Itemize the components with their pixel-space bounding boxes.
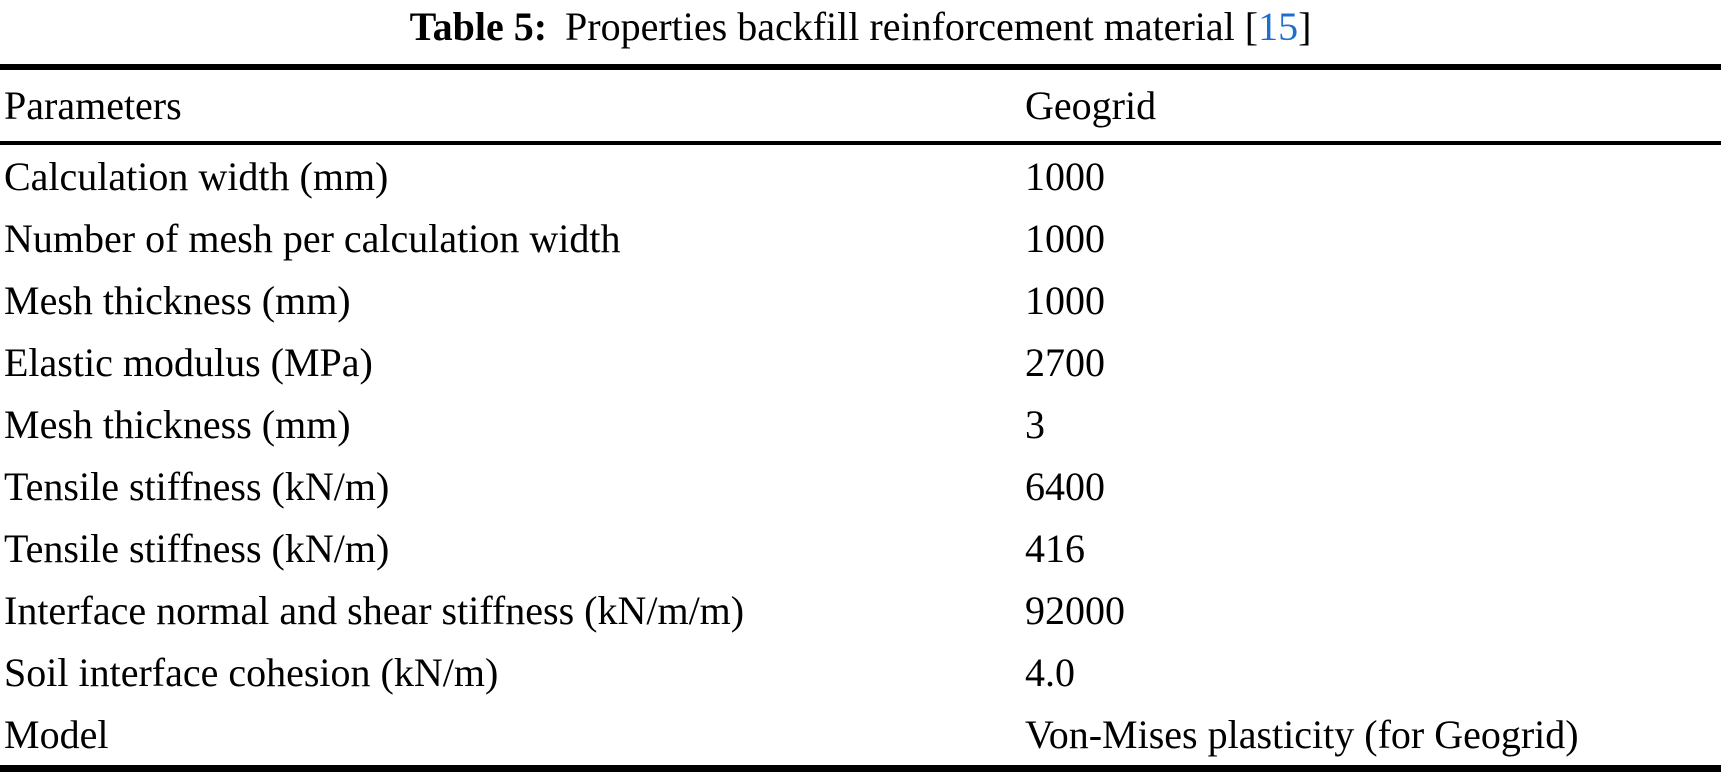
table-row: Soil interface cohesion (kN/m) 4.0 — [0, 641, 1721, 703]
parameter-cell: Calculation width (mm) — [4, 153, 389, 199]
table-row: Elastic modulus (MPa) 2700 — [0, 331, 1721, 393]
value-cell: 1000 — [1025, 277, 1105, 323]
table-body: Calculation width (mm) 1000 Number of mesh… — [0, 143, 1721, 769]
value-cell: 6400 — [1025, 463, 1105, 509]
parameter-cell: Elastic modulus (MPa) — [4, 339, 373, 385]
parameter-cell: Mesh thickness (mm) — [4, 277, 351, 323]
column-header-geogrid: Geogrid — [1025, 67, 1721, 145]
table-row: Model Von-Mises plasticity (for Geogrid) — [0, 703, 1721, 769]
parameter-cell: Number of mesh per calculation width — [4, 215, 621, 261]
table-row: Tensile stiffness (kN/m) 6400 — [0, 455, 1721, 517]
citation-bracket-open: [ — [1244, 4, 1259, 49]
parameter-cell: Tensile stiffness (kN/m) — [4, 525, 390, 571]
value-cell: 1000 — [1025, 215, 1105, 261]
table-header: Parameters Geogrid — [0, 67, 1721, 145]
parameter-cell: Interface normal and shear stiffness (kN… — [4, 587, 745, 633]
table-row: Interface normal and shear stiffness (kN… — [0, 579, 1721, 641]
citation-bracket-close: ] — [1298, 4, 1312, 49]
citation-link[interactable]: 15 — [1258, 4, 1299, 49]
value-cell: 3 — [1025, 401, 1045, 447]
table-row: Calculation width (mm) 1000 — [0, 143, 1721, 207]
header-row: Parameters Geogrid — [0, 67, 1721, 145]
parameter-cell: Soil interface cohesion (kN/m) — [4, 649, 499, 695]
table-caption: Table 5: Properties backfill reinforcemen… — [0, 0, 1721, 64]
citation: [15] — [1245, 4, 1312, 49]
value-cell: 1000 — [1025, 153, 1105, 199]
value-cell: 416 — [1025, 525, 1085, 571]
value-cell: Von-Mises plasticity (for Geogrid) — [1025, 711, 1579, 757]
table-row: Number of mesh per calculation width 1000 — [0, 207, 1721, 269]
table-row: Mesh thickness (mm) 1000 — [0, 269, 1721, 331]
parameter-cell: Mesh thickness (mm) — [4, 401, 351, 447]
table-row: Mesh thickness (mm) 3 — [0, 393, 1721, 455]
parameter-cell: Tensile stiffness (kN/m) — [4, 463, 390, 509]
value-cell: 4.0 — [1025, 649, 1075, 695]
properties-table: Parameters Geogrid Calculation width (mm… — [0, 64, 1721, 772]
value-cell: 92000 — [1025, 587, 1125, 633]
parameter-cell: Model — [4, 711, 109, 757]
column-header-parameters: Parameters — [0, 67, 1025, 145]
value-cell: 2700 — [1025, 339, 1105, 385]
table-caption-label: Table 5: — [409, 4, 548, 49]
table-row: Tensile stiffness (kN/m) 416 — [0, 517, 1721, 579]
table-caption-title: Properties backfill reinforcement materi… — [565, 4, 1235, 49]
